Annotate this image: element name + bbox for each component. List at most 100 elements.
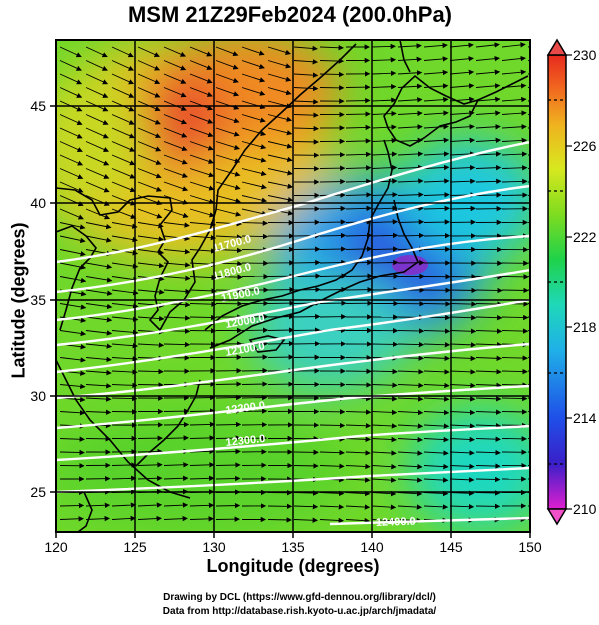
wind-arrow <box>111 235 138 243</box>
wind-arrow <box>371 436 397 443</box>
contour-line <box>56 184 530 294</box>
wind-arrow <box>501 96 527 103</box>
wind-arrow <box>111 60 135 71</box>
wind-arrow <box>137 127 162 139</box>
wind-arrow <box>189 475 215 482</box>
wind-arrow <box>501 137 528 144</box>
wind-arrow <box>59 181 84 193</box>
wind-arrow <box>111 73 135 85</box>
wind-arrow <box>475 355 502 362</box>
wind-arrow <box>293 313 321 320</box>
wind-arrow <box>371 396 398 402</box>
wind-arrow <box>397 463 423 470</box>
wind-arrow <box>345 138 372 144</box>
wind-arrow <box>267 313 295 320</box>
wind-arrow <box>111 395 138 402</box>
wind-arrow <box>241 354 268 360</box>
wind-arrow <box>345 450 371 456</box>
wind-arrow <box>189 301 217 307</box>
coastline-shikoku <box>248 335 286 353</box>
wind-arrow <box>423 137 450 143</box>
wind-arrow <box>267 181 294 189</box>
wind-arrow <box>215 127 240 137</box>
wind-arrow <box>449 42 474 48</box>
wind-arrow <box>85 396 112 402</box>
wind-arrow <box>449 301 477 307</box>
wind-arrow <box>371 191 398 198</box>
wind-arrow <box>111 262 139 269</box>
wind-arrow <box>241 408 268 414</box>
wind-arrow <box>293 273 321 279</box>
wind-arrow <box>319 178 346 185</box>
wind-arrow <box>163 341 191 348</box>
wind-arrow <box>423 355 450 362</box>
wind-arrow <box>501 314 529 321</box>
wind-arrow <box>189 235 217 241</box>
wind-arrow <box>111 87 135 98</box>
wind-arrow <box>527 518 530 520</box>
wind-arrow <box>189 114 214 124</box>
wind-arrow <box>475 301 503 307</box>
contour-line <box>56 342 530 400</box>
wind-arrow <box>449 463 475 470</box>
wind-arrow <box>449 69 475 75</box>
wind-arrow <box>111 475 137 482</box>
wind-arrow <box>345 273 373 279</box>
wind-arrow <box>319 517 344 524</box>
wind-arrow <box>85 383 112 389</box>
y-tick-label: 25 <box>30 484 46 500</box>
wind-arrow <box>241 168 267 177</box>
wind-arrow <box>345 409 372 415</box>
credit-drawing: Drawing by DCL (https://www.gfd-dennou.o… <box>163 592 436 603</box>
wind-arrow <box>319 463 345 469</box>
wind-arrow <box>215 46 239 57</box>
wind-arrow <box>111 114 135 125</box>
wind-arrow <box>371 246 399 252</box>
y-axis-label: Latitude (degrees) <box>8 222 29 379</box>
wind-arrow <box>371 97 397 103</box>
wind-arrow <box>189 288 217 294</box>
wind-arrow <box>371 232 399 239</box>
wind-arrow <box>293 45 318 52</box>
wind-arrow <box>137 515 162 522</box>
wind-arrow <box>111 329 139 336</box>
wind-arrow <box>345 246 373 252</box>
wind-arrow <box>371 151 398 157</box>
wind-arrow <box>215 421 242 428</box>
wind-arrow <box>423 178 450 184</box>
wind-arrow <box>293 112 319 118</box>
wind-arrow <box>59 410 86 416</box>
wind-arrow <box>319 246 347 252</box>
wind-arrow <box>475 369 502 375</box>
wind-arrow <box>137 46 160 58</box>
wind-arrow <box>449 450 475 456</box>
wind-arrow <box>449 287 477 294</box>
wind-arrow <box>59 383 86 390</box>
wind-arrow <box>319 449 345 456</box>
wind-arrow <box>267 141 293 149</box>
wind-arrow <box>423 396 450 402</box>
wind-arrow <box>501 151 528 157</box>
height-contours <box>56 140 530 526</box>
wind-arrow <box>163 515 188 522</box>
wind-arrow <box>59 73 83 85</box>
wind-arrow <box>85 289 113 296</box>
colorbar-min-arrow <box>546 508 568 526</box>
wind-arrow <box>163 462 189 468</box>
wind-arrow <box>475 151 502 157</box>
wind-arrow <box>449 355 476 362</box>
wind-arrow <box>215 462 241 468</box>
wind-arrow <box>371 450 397 456</box>
wind-arrow <box>215 435 241 441</box>
wind-arrow <box>163 275 191 281</box>
wind-arrow <box>397 97 423 103</box>
wind-arrow <box>163 435 189 441</box>
wind-arrow <box>241 87 266 96</box>
wind-arrow <box>241 195 268 203</box>
colorbar-tick-label: 226 <box>573 138 597 154</box>
wind-arrow <box>371 164 398 171</box>
wind-arrow <box>111 502 137 508</box>
wind-arrow <box>423 409 450 416</box>
wind-arrow <box>189 141 214 151</box>
colorbar-tick-label: 222 <box>573 229 597 245</box>
